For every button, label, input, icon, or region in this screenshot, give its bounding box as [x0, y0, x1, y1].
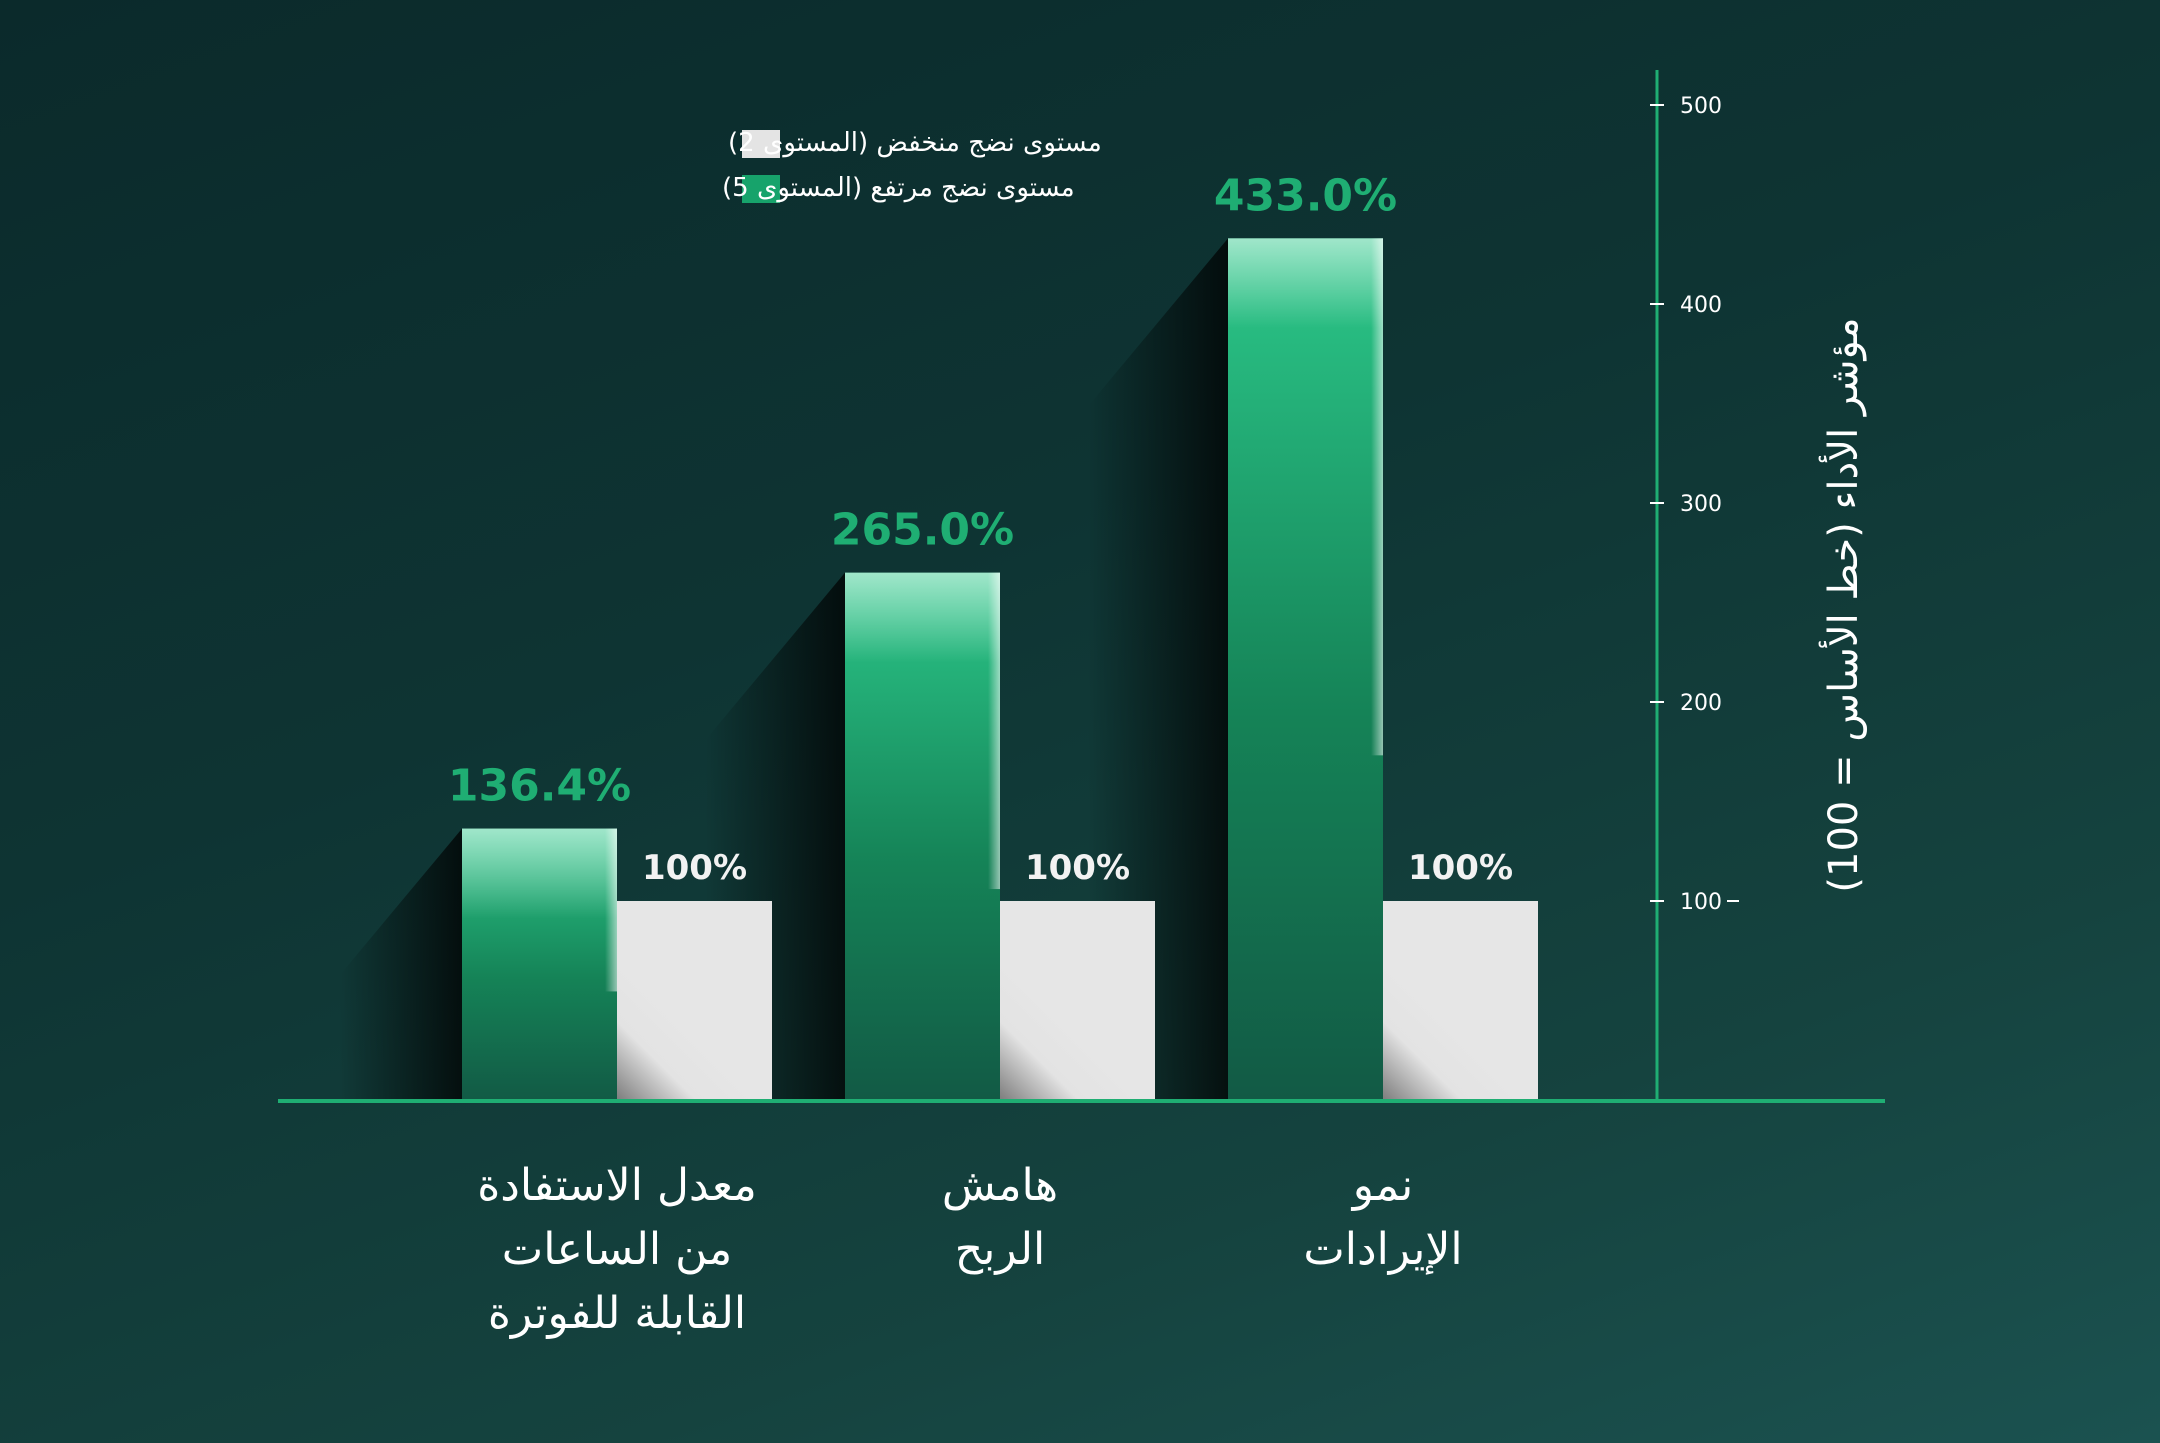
category-label: هامش	[942, 1160, 1058, 1211]
value-label-high: 433.0%	[1214, 170, 1397, 221]
bar-high-edge	[1371, 238, 1383, 756]
y-tick-label: 500	[1680, 94, 1722, 119]
value-label-high: 265.0%	[831, 505, 1014, 556]
y-axis-label: مؤشر الأداء (خط الأساس = 100)	[1818, 317, 1867, 892]
bar-low-maturity	[1383, 901, 1538, 1100]
y-tick-label: 300	[1680, 492, 1722, 517]
bar-high-highlight	[845, 572, 1000, 753]
value-label-high: 136.4%	[448, 761, 631, 812]
category-label: نمو	[1351, 1160, 1413, 1211]
bar-shadow	[339, 828, 462, 1100]
bar-low-maturity	[1000, 901, 1155, 1100]
bar-low-maturity	[617, 901, 772, 1100]
bar-high-highlight	[1228, 238, 1383, 419]
category-label: الربح	[955, 1224, 1046, 1275]
value-label-low: 100%	[1025, 848, 1130, 888]
legend-label-high: مستوى نضج مرتفع (المستوى 5)	[722, 173, 1075, 203]
category-label: القابلة للفوترة	[488, 1288, 746, 1339]
legend-label-low: مستوى نضج منخفض (المستوى 2)	[728, 128, 1102, 158]
category-label: معدل الاستفادة	[477, 1160, 757, 1211]
y-tick-label: 400	[1680, 293, 1722, 318]
category-label: من الساعات	[502, 1224, 732, 1275]
bar-shadow	[1088, 238, 1228, 1100]
legend: مستوى نضج منخفض (المستوى 2) مستوى نضج مر…	[722, 128, 1102, 203]
legend-swatch-high	[742, 175, 780, 203]
value-label-low: 100%	[642, 848, 747, 888]
category-label: الإيرادات	[1303, 1224, 1462, 1275]
bar-high-edge	[605, 828, 617, 992]
bar-high-edge	[988, 572, 1000, 890]
legend-swatch-low	[742, 130, 780, 158]
y-tick-label: 100	[1680, 890, 1722, 915]
value-label-low: 100%	[1408, 848, 1513, 888]
bar-high-highlight	[462, 828, 617, 1009]
y-tick-label: 200	[1680, 691, 1722, 716]
